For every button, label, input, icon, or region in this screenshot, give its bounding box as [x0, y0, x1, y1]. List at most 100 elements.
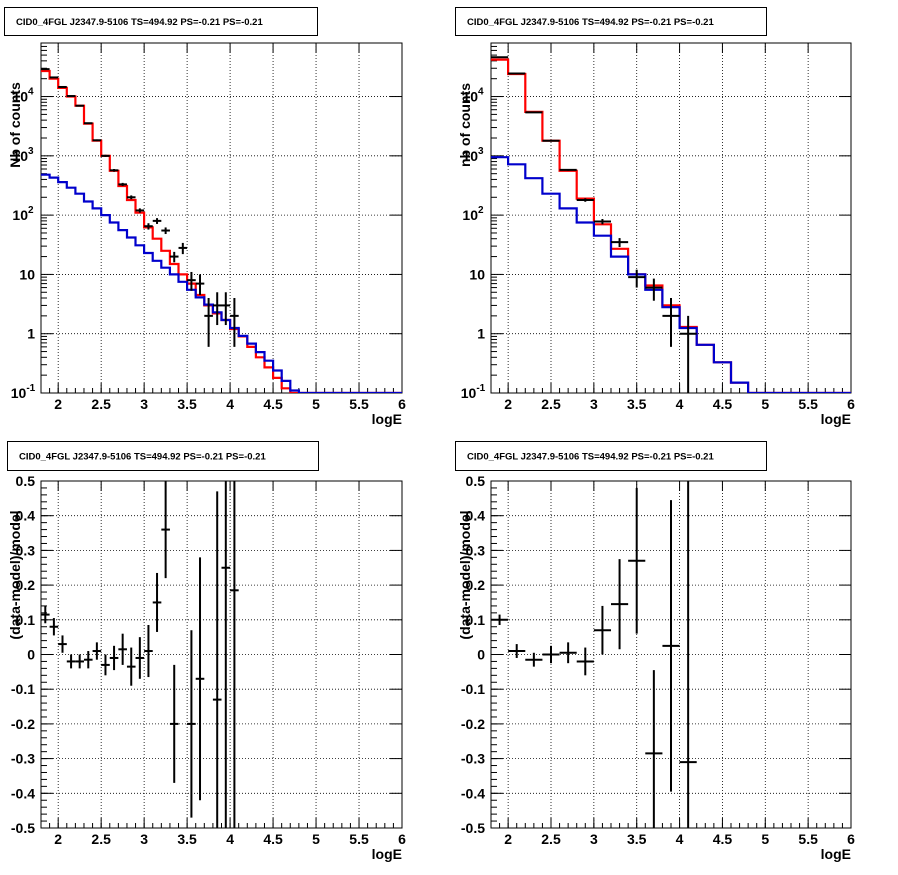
- chart-pad-1: CID0_4FGL J2347.9-5106 TS=494.92 PS=-0.2…: [4, 7, 406, 427]
- y-tick-label: -0.5: [11, 820, 35, 836]
- data-point: [49, 618, 59, 636]
- data-point: [559, 168, 577, 171]
- x-tick-label: 6: [847, 396, 855, 412]
- data-point: [58, 85, 67, 88]
- y-tick-label: 0.5: [16, 473, 36, 489]
- chart-pad-2: CID0_4FGL J2347.9-5106 TS=494.92 PS=-0.2…: [455, 7, 855, 427]
- x-tick-label: 2: [54, 396, 62, 412]
- plot-area: [491, 56, 851, 393]
- y-tick-label: -0.3: [11, 751, 35, 767]
- x-tick-label: 5.5: [798, 396, 818, 412]
- data-point: [187, 630, 196, 818]
- data-point: [75, 104, 84, 107]
- x-tick-label: 5: [312, 396, 320, 412]
- y-tick-label: -0.4: [461, 785, 485, 801]
- y-axis: -0.5 -0.4 -0.3 -0.2 -0.1 0 0.1 0.2 0.3 0.4 0.5 (dat…: [457, 473, 851, 836]
- x-tick-label: 4.5: [263, 396, 283, 412]
- y-tick-label: 102: [12, 205, 34, 223]
- x-tick-label: 5: [761, 831, 769, 847]
- data-point: [679, 481, 697, 828]
- chart-title: CID0_4FGL J2347.9-5106 TS=494.92 PS=-0.2…: [467, 452, 714, 463]
- data-point: [230, 481, 239, 828]
- x-tick-label: 5.5: [798, 831, 818, 847]
- x-tick-label: 5.5: [349, 396, 369, 412]
- x-tick-label: 3: [590, 396, 598, 412]
- x-tick-label: 4: [226, 396, 234, 412]
- data-point: [542, 139, 560, 142]
- data-point: [66, 654, 76, 669]
- data-point: [645, 278, 663, 301]
- x-tick-label: 2: [504, 831, 512, 847]
- x-tick-label: 3: [140, 831, 148, 847]
- y-tick-label: -0.2: [461, 716, 485, 732]
- y-tick-label: 10-1: [461, 383, 486, 401]
- y-tick-label: 0.1: [466, 612, 486, 628]
- y-tick-label: -0.4: [11, 785, 35, 801]
- data-point: [126, 647, 136, 686]
- y-tick-label: 0.2: [466, 577, 486, 593]
- data-point: [83, 651, 93, 669]
- y-tick-label: 0.1: [16, 612, 36, 628]
- data-point: [576, 198, 594, 202]
- y-tick-label: -0.2: [11, 716, 35, 732]
- data-point: [41, 605, 50, 624]
- x-tick-label: 4.5: [713, 831, 733, 847]
- source-model-histogram: [491, 156, 851, 393]
- y-tick-label: 0.4: [16, 508, 36, 524]
- data-point: [101, 654, 110, 676]
- y-tick-label: 1: [27, 326, 35, 342]
- y-tick-label: 0.5: [466, 473, 486, 489]
- data-point: [187, 271, 196, 291]
- data-point: [109, 168, 119, 172]
- data-point: [576, 647, 594, 676]
- chart-title: CID0_4FGL J2347.9-5106 TS=494.92 PS=-0.2…: [467, 17, 714, 28]
- data-point: [645, 670, 663, 828]
- data-point: [204, 298, 213, 347]
- x-tick-label: 6: [847, 831, 855, 847]
- x-tick-label: 2.5: [541, 831, 561, 847]
- data-point: [101, 154, 110, 157]
- data-point: [118, 182, 127, 186]
- x-tick-label: 2.5: [541, 396, 561, 412]
- data-point: [195, 557, 205, 801]
- grid: [41, 481, 402, 828]
- chart-title-box: [455, 441, 767, 471]
- chart-title: CID0_4FGL J2347.9-5106 TS=494.92 PS=-0.2…: [19, 452, 266, 463]
- x-tick-label: 5: [312, 831, 320, 847]
- x-tick-label: 3: [140, 396, 148, 412]
- plot-area: [491, 481, 697, 828]
- y-tick-label: 10-1: [11, 383, 36, 401]
- x-tick-label: 4.5: [713, 396, 733, 412]
- data-point: [169, 251, 179, 263]
- y-tick-label: 0.2: [16, 577, 36, 593]
- x-tick-label: 6: [398, 396, 406, 412]
- data-point: [195, 274, 205, 295]
- data-point: [178, 242, 188, 255]
- chart-title: CID0_4FGL J2347.9-5106 TS=494.92 PS=-0.2…: [16, 17, 263, 28]
- x-tick-label: 4.5: [263, 831, 283, 847]
- data-point: [491, 614, 509, 626]
- y-tick-label: 102: [462, 205, 484, 223]
- x-tick-label: 3.5: [627, 396, 647, 412]
- data-point: [49, 76, 59, 79]
- x-axis-title: logE: [372, 411, 402, 427]
- x-tick-label: 4: [676, 396, 684, 412]
- plot-area: [41, 68, 402, 393]
- data-point: [559, 642, 577, 664]
- chart-title-box: [455, 7, 767, 36]
- data-point: [542, 645, 560, 664]
- x-tick-label: 3.5: [177, 396, 197, 412]
- source-model-histogram: [41, 173, 402, 393]
- data-point: [161, 481, 170, 579]
- x-tick-label: 2.5: [91, 831, 111, 847]
- x-tick-label: 4: [226, 831, 234, 847]
- y-tick-label: 10: [469, 266, 485, 282]
- data-point: [169, 664, 179, 783]
- grid: [41, 43, 402, 393]
- y-tick-label: -0.5: [461, 820, 485, 836]
- y-axis-title: (data-model)/model: [7, 510, 23, 639]
